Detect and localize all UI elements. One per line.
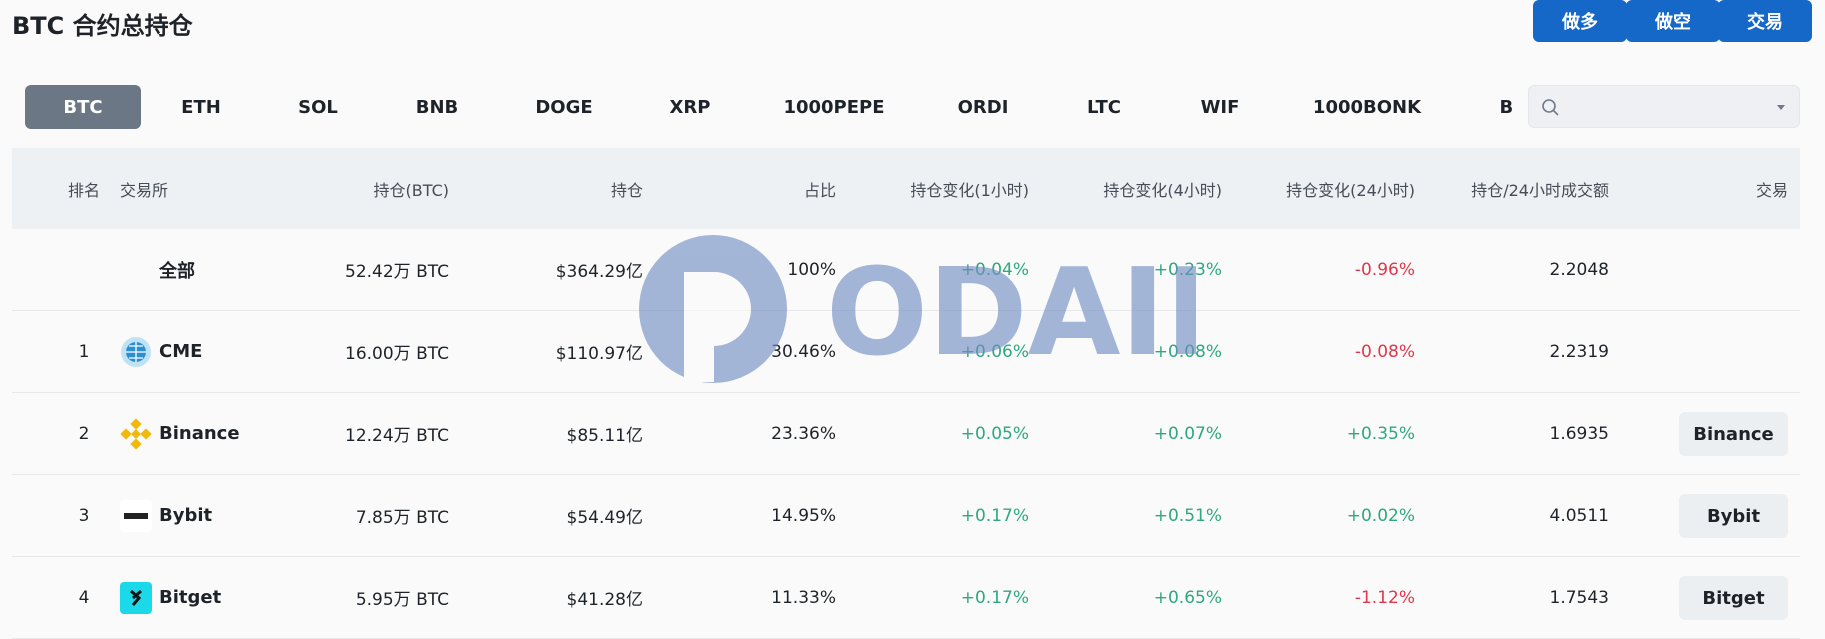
cell-ch24h: -0.96% <box>1354 259 1415 280</box>
tab[interactable]: DOGE <box>535 96 593 118</box>
cell-oi: 5.95万 BTC <box>355 590 449 610</box>
trade-button[interactable]: Binance <box>1679 412 1788 456</box>
page: {"header": {"title": "BTC 合约总持仓", "butto… <box>12 0 1812 639</box>
table-row: 4 Bitget 5.95万 BTC $41.28亿 11.33% +0.17% +0.65… <box>12 557 1800 639</box>
exchange-name: Bitget <box>159 587 222 608</box>
column-header: 占比 <box>803 180 836 200</box>
column-header: 交易 <box>1755 180 1788 200</box>
column-header: 交易所 <box>120 180 169 200</box>
exchange-name: 全部 <box>159 260 195 282</box>
cell-oi: 16.00万 BTC <box>345 344 449 364</box>
cell-ch4h: +0.07% <box>1153 423 1222 444</box>
exchange-name: Binance <box>159 423 240 444</box>
cell-ratio: 2.2048 <box>1549 259 1609 280</box>
cell-ch4h: +0.23% <box>1153 259 1222 280</box>
cell-ratio: 4.0511 <box>1549 505 1609 526</box>
column-header: 持仓变化(24小时) <box>1286 180 1415 200</box>
cell-ch24h: -1.12% <box>1354 587 1415 608</box>
cell-share: 30.46% <box>771 341 836 362</box>
column-header: 持仓(BTC) <box>373 180 449 200</box>
cell-oi: 52.42万 BTC <box>345 262 449 282</box>
table-header: 排名 交易所 持仓(BTC) 持仓 占比 持仓变化(1小时) 持仓变化(4小时) 持仓变化(2… <box>12 148 1800 229</box>
column-header: 持仓变化(1小时) <box>910 180 1029 200</box>
page-title: BTC 合约总持仓 <box>12 12 193 40</box>
tab[interactable]: WIF <box>1200 96 1240 118</box>
cell-ch1h: +0.17% <box>960 587 1029 608</box>
tab[interactable]: BTC <box>25 85 141 129</box>
tab-bar: BTC ETH SOL BNB DOGE XRP 1000PEPE ORDI LTC WIF 100… <box>12 85 1512 129</box>
exchange-icon <box>120 418 152 450</box>
cell-oi_usd: $85.11亿 <box>566 426 643 446</box>
exchange-name: Bybit <box>159 505 213 526</box>
cell-ratio: 1.6935 <box>1549 423 1609 444</box>
trade-button[interactable]: Bybit <box>1679 494 1788 538</box>
exchange-icon <box>121 337 151 367</box>
cell-rank: 4 <box>78 587 90 608</box>
column-header: 持仓/24小时成交额 <box>1471 180 1609 200</box>
cell-oi: 7.85万 BTC <box>355 508 449 528</box>
tab[interactable]: BO <box>1499 96 1512 118</box>
tab[interactable]: ORDI <box>957 96 1009 118</box>
cell-oi_usd: $364.29亿 <box>555 262 643 282</box>
exchange-icon <box>120 500 152 532</box>
table-row: 1 CME 16.00万 BTC $110.97亿 30.46% +0.06% +0.08%… <box>12 311 1800 393</box>
tab[interactable]: SOL <box>298 96 338 118</box>
cell-ch4h: +0.08% <box>1153 341 1222 362</box>
cell-oi_usd: $110.97亿 <box>555 344 643 364</box>
column-header: 持仓 <box>610 180 643 200</box>
header-button[interactable]: 交易 <box>1718 0 1812 42</box>
cell-share: 100% <box>787 259 836 280</box>
table-row: 全部 52.42万 BTC $364.29亿 100% +0.04% +0.23% -0.9… <box>12 229 1800 311</box>
tab[interactable]: LTC <box>1087 96 1121 118</box>
column-header: 持仓变化(4小时) <box>1103 180 1222 200</box>
cell-oi: 12.24万 BTC <box>345 426 449 446</box>
exchange-icon <box>120 582 152 614</box>
tab[interactable]: ETH <box>181 96 221 118</box>
tab[interactable]: BNB <box>415 96 459 118</box>
tab[interactable]: 1000BONK <box>1312 96 1422 118</box>
cell-rank: 1 <box>78 341 90 362</box>
header-button[interactable]: 做空 <box>1626 0 1720 42</box>
exchange-name: CME <box>159 341 203 362</box>
cell-ch24h: +0.02% <box>1346 505 1415 526</box>
search-icons <box>1542 99 1785 116</box>
header-button[interactable]: 做多 <box>1533 0 1627 42</box>
cell-ch1h: +0.17% <box>960 505 1029 526</box>
cell-ch4h: +0.65% <box>1153 587 1222 608</box>
cell-rank: 3 <box>78 505 90 526</box>
cell-oi_usd: $54.49亿 <box>566 508 643 528</box>
cell-ratio: 2.2319 <box>1549 341 1609 362</box>
cell-rank: 2 <box>78 423 90 444</box>
tab[interactable]: XRP <box>669 96 711 118</box>
cell-ch1h: +0.06% <box>960 341 1029 362</box>
cell-ch1h: +0.05% <box>960 423 1029 444</box>
table-row: 3 Bybit 7.85万 BTC $54.49亿 14.95% +0.17% +0.51%… <box>12 475 1800 557</box>
cell-share: 23.36% <box>771 423 836 444</box>
table-row: 2 Binance 12.24万 BTC $85.11亿 23.36% +0.05% +0.… <box>12 393 1800 475</box>
search-box[interactable] <box>1528 85 1800 128</box>
cell-ch24h: -0.08% <box>1354 341 1415 362</box>
cell-share: 11.33% <box>771 587 836 608</box>
cell-ch1h: +0.04% <box>960 259 1029 280</box>
cell-ch24h: +0.35% <box>1346 423 1415 444</box>
trade-button[interactable]: Bitget <box>1679 576 1788 620</box>
cell-ratio: 1.7543 <box>1549 587 1609 608</box>
cell-oi_usd: $41.28亿 <box>566 590 643 610</box>
tab[interactable]: 1000PEPE <box>783 96 885 118</box>
cell-share: 14.95% <box>771 505 836 526</box>
column-header: 排名 <box>67 180 100 200</box>
cell-ch4h: +0.51% <box>1153 505 1222 526</box>
